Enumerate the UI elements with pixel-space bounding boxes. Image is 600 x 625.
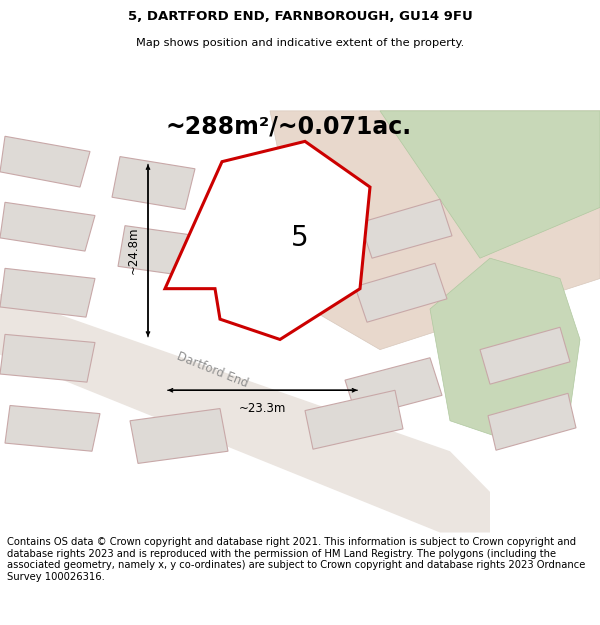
Text: ~23.3m: ~23.3m — [239, 402, 286, 416]
Polygon shape — [430, 258, 580, 441]
Polygon shape — [0, 294, 490, 532]
Polygon shape — [345, 357, 442, 418]
Polygon shape — [488, 393, 576, 450]
Polygon shape — [112, 157, 195, 209]
Polygon shape — [0, 202, 95, 251]
Polygon shape — [270, 111, 600, 349]
Text: Map shows position and indicative extent of the property.: Map shows position and indicative extent… — [136, 38, 464, 48]
Polygon shape — [355, 263, 447, 322]
Polygon shape — [165, 141, 370, 339]
Polygon shape — [360, 199, 452, 258]
Polygon shape — [0, 334, 95, 382]
Text: 5, DARTFORD END, FARNBOROUGH, GU14 9FU: 5, DARTFORD END, FARNBOROUGH, GU14 9FU — [128, 10, 472, 23]
Polygon shape — [480, 328, 570, 384]
Polygon shape — [118, 226, 198, 276]
Polygon shape — [380, 111, 600, 258]
Polygon shape — [0, 136, 90, 187]
Polygon shape — [130, 409, 228, 463]
Polygon shape — [305, 390, 403, 449]
Polygon shape — [0, 268, 95, 317]
Text: ~24.8m: ~24.8m — [127, 227, 140, 274]
Text: Contains OS data © Crown copyright and database right 2021. This information is : Contains OS data © Crown copyright and d… — [7, 537, 586, 582]
Text: ~288m²/~0.071ac.: ~288m²/~0.071ac. — [165, 114, 411, 138]
Text: 5: 5 — [291, 224, 309, 252]
Text: Dartford End: Dartford End — [175, 350, 250, 390]
Polygon shape — [5, 406, 100, 451]
